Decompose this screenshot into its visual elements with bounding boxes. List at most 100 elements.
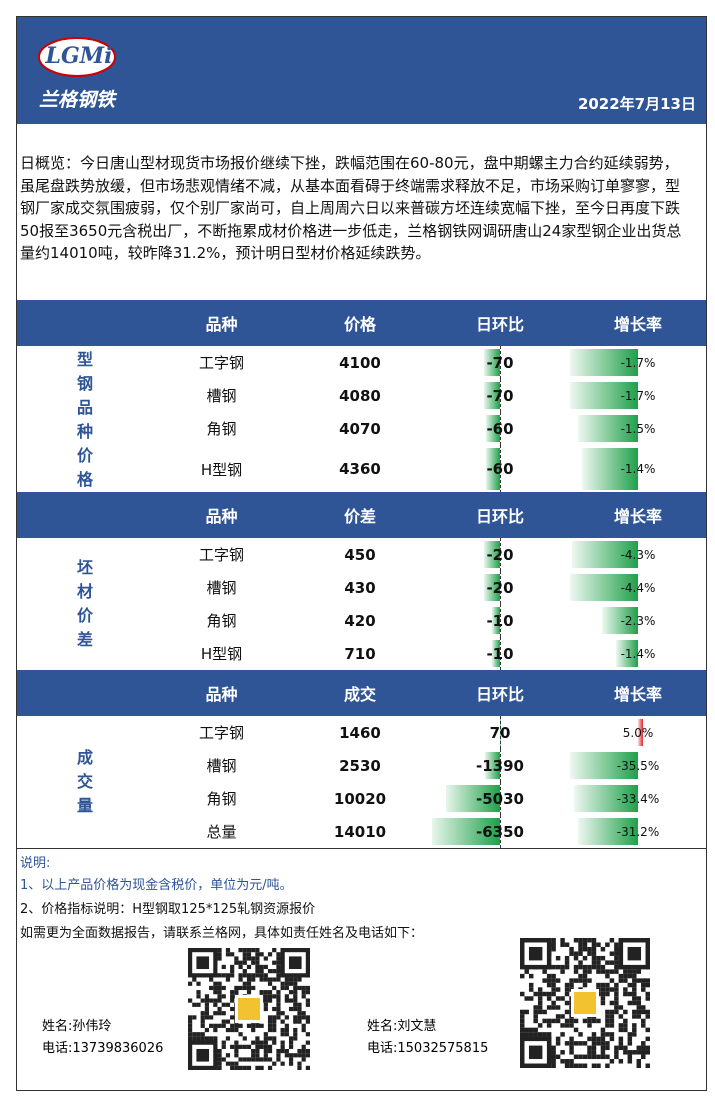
qr-module bbox=[555, 996, 561, 1001]
qr-module bbox=[293, 1036, 298, 1041]
qr-module bbox=[641, 982, 646, 988]
qr-module bbox=[276, 1048, 281, 1054]
qr-module bbox=[204, 1002, 210, 1007]
qr-module bbox=[276, 998, 281, 1003]
qr-module bbox=[267, 969, 273, 974]
qr-module bbox=[217, 948, 222, 953]
change: -60 bbox=[486, 460, 514, 478]
qr-module bbox=[213, 985, 218, 991]
axis bbox=[500, 379, 501, 412]
qr-module bbox=[537, 1032, 543, 1037]
qr-module bbox=[600, 1041, 606, 1046]
qr-module bbox=[213, 1036, 218, 1041]
qr-module bbox=[569, 951, 574, 956]
qr-module bbox=[614, 951, 619, 956]
column-header: 价格 bbox=[343, 315, 376, 334]
qr-module bbox=[641, 1018, 646, 1024]
qr-module bbox=[272, 969, 277, 974]
qr-module bbox=[293, 1006, 298, 1012]
qr-module bbox=[288, 977, 294, 982]
qr-module bbox=[188, 981, 193, 986]
qr-module bbox=[546, 1032, 552, 1037]
qr-module bbox=[578, 946, 583, 952]
qr-module bbox=[284, 1053, 289, 1058]
growth: -1.4% bbox=[620, 462, 656, 476]
qr-module bbox=[605, 1045, 610, 1051]
qr-module bbox=[582, 942, 588, 947]
qr-module bbox=[627, 1050, 633, 1055]
qr-module bbox=[263, 1006, 268, 1012]
qr-module bbox=[627, 1059, 633, 1064]
qr-module bbox=[578, 1041, 583, 1046]
qr-module bbox=[297, 1065, 302, 1070]
qr-module bbox=[573, 1041, 579, 1046]
qr-module bbox=[582, 938, 588, 943]
qr-module bbox=[293, 981, 298, 986]
qr-module bbox=[246, 977, 252, 982]
qr-module bbox=[645, 1036, 650, 1042]
qr-module bbox=[609, 1059, 615, 1064]
qr-module bbox=[546, 1018, 552, 1024]
qr-module bbox=[221, 1040, 226, 1045]
qr-module bbox=[209, 985, 214, 991]
qr-module bbox=[301, 1048, 306, 1054]
qr-module bbox=[192, 1036, 197, 1041]
qr-module bbox=[276, 969, 281, 974]
change: -6350 bbox=[476, 822, 524, 841]
qr-module bbox=[288, 990, 294, 995]
change-bar bbox=[484, 382, 500, 409]
growth: -1.7% bbox=[620, 388, 656, 403]
qr-module bbox=[614, 1000, 619, 1006]
qr-module bbox=[225, 1019, 231, 1024]
qr-module bbox=[645, 982, 650, 988]
qr-module bbox=[533, 1032, 538, 1037]
qr-module bbox=[297, 1006, 302, 1012]
qr-module bbox=[276, 964, 281, 970]
qr-module bbox=[618, 1027, 624, 1033]
qr-module bbox=[641, 1023, 646, 1028]
qr-module bbox=[600, 964, 606, 970]
qr-module bbox=[609, 969, 615, 974]
value: 14010 bbox=[333, 822, 387, 841]
qr-module bbox=[251, 1027, 256, 1033]
qr-module bbox=[267, 1023, 273, 1028]
qr-module bbox=[582, 1054, 588, 1060]
qr-module bbox=[564, 955, 570, 961]
column-header: 日环比 bbox=[475, 315, 524, 334]
qr-module bbox=[242, 1065, 247, 1070]
value: 10020 bbox=[333, 789, 387, 808]
qr-module bbox=[560, 1059, 565, 1064]
qr-module bbox=[573, 1018, 579, 1024]
qr-module bbox=[293, 1053, 298, 1058]
product-name: 角钢 bbox=[206, 420, 237, 438]
qr-module bbox=[284, 1032, 289, 1037]
growth-bar bbox=[578, 415, 638, 442]
qr-module bbox=[230, 973, 235, 978]
qr-module bbox=[204, 1027, 210, 1033]
qr-module bbox=[605, 942, 610, 947]
contact-phone: 电话:15032575815 bbox=[367, 1041, 489, 1056]
qr-module bbox=[591, 960, 597, 965]
qr-module bbox=[632, 973, 637, 979]
contact-name: 姓名:孙伟玲 bbox=[42, 1019, 112, 1034]
qr-module bbox=[276, 1015, 281, 1020]
qr-module bbox=[188, 1036, 193, 1041]
change: -5030 bbox=[476, 789, 524, 808]
qr-module bbox=[288, 998, 294, 1003]
qr-module bbox=[213, 1002, 218, 1007]
qr-module bbox=[623, 973, 628, 979]
qr-module bbox=[246, 964, 252, 970]
qr-module bbox=[234, 1040, 239, 1045]
qr-module bbox=[614, 991, 619, 997]
qr-module bbox=[301, 985, 306, 991]
qr-module bbox=[560, 964, 565, 970]
qr-module bbox=[600, 987, 606, 992]
qr-module bbox=[591, 938, 597, 943]
notes-title: 说明: bbox=[20, 856, 51, 871]
product-name: 角钢 bbox=[206, 612, 237, 630]
qr-module bbox=[578, 1054, 583, 1060]
axis bbox=[500, 637, 501, 670]
qr-module bbox=[564, 987, 570, 992]
qr-module bbox=[632, 1000, 637, 1006]
qr-module bbox=[196, 1036, 201, 1041]
